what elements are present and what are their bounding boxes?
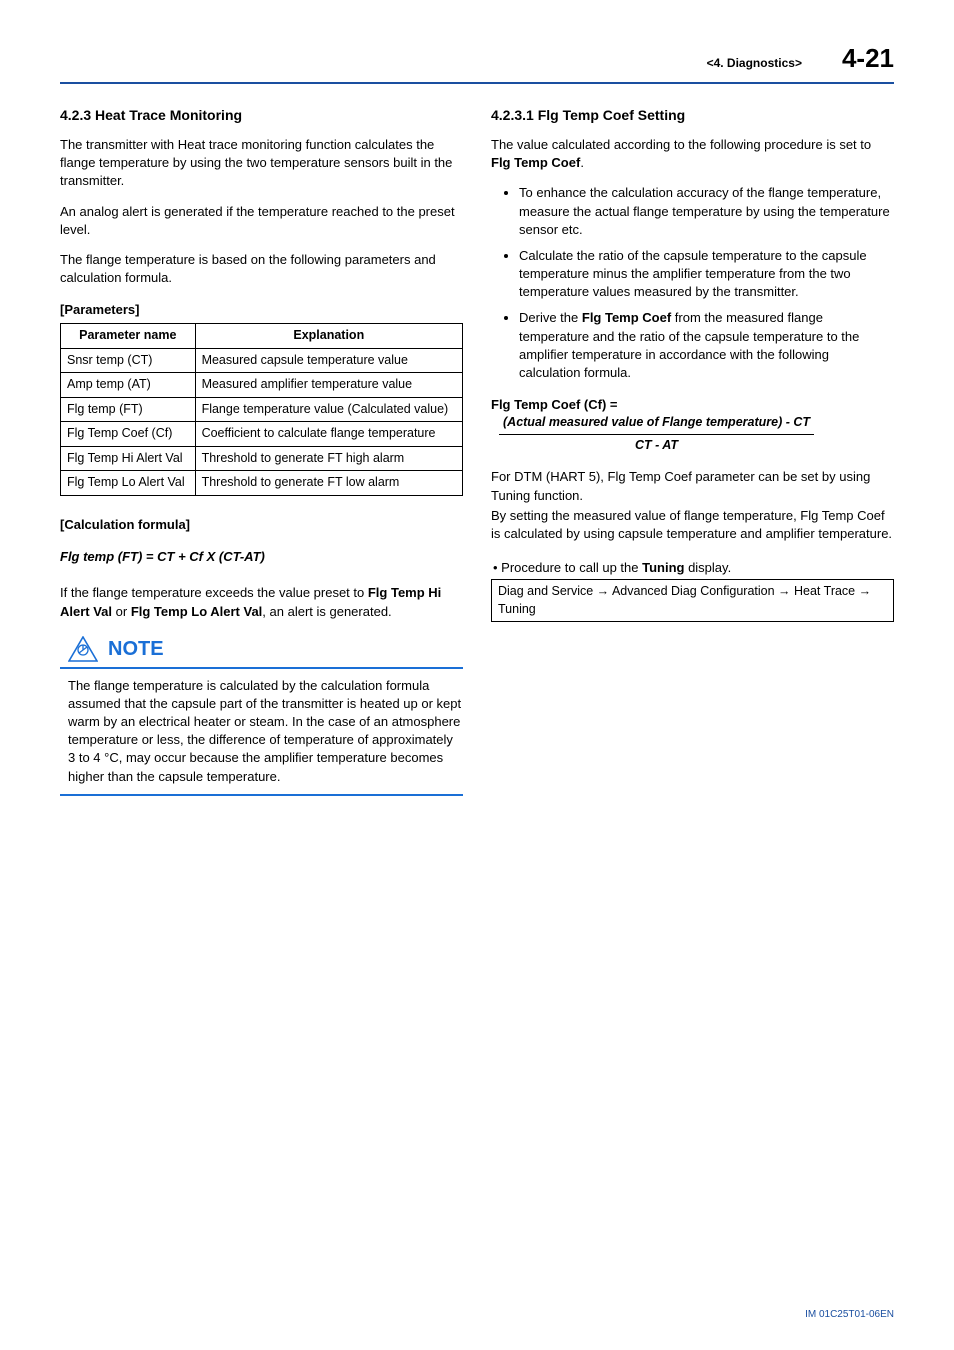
table-row: Amp temp (AT)Measured amplifier temperat… xyxy=(61,373,463,398)
warning-icon xyxy=(68,636,98,662)
right-para-1: The value calculated according to the fo… xyxy=(491,136,894,172)
header-rule xyxy=(60,82,894,84)
note-rule-bottom xyxy=(60,794,463,796)
bullet-list: To enhance the calculation accuracy of t… xyxy=(491,184,894,382)
table-row: Flg Temp Coef (Cf)Coefficient to calcula… xyxy=(61,422,463,447)
table-row: Flg temp (FT)Flange temperature value (C… xyxy=(61,397,463,422)
calc-formula-heading: [Calculation formula] xyxy=(60,516,463,534)
right-column: 4.2.3.1 Flg Temp Coef Setting The value … xyxy=(491,102,894,809)
table-row: Snsr temp (CT)Measured capsule temperatu… xyxy=(61,348,463,373)
note-body: The flange temperature is calculated by … xyxy=(60,677,463,792)
note-rule-top xyxy=(60,667,463,669)
coef-formula-block: Flg Temp Coef (Cf) = (Actual measured va… xyxy=(491,396,894,454)
list-item: Derive the Flg Temp Coef from the measur… xyxy=(519,309,894,382)
coef-label: Flg Temp Coef (Cf) = xyxy=(491,396,894,414)
heading-4-2-3: 4.2.3 Heat Trace Monitoring xyxy=(60,106,463,126)
calc-formula: Flg temp (FT) = CT + Cf X (CT-AT) xyxy=(60,548,463,566)
right-para-3: By setting the measured value of flange … xyxy=(491,507,894,543)
parameters-heading: [Parameters] xyxy=(60,301,463,319)
list-item: To enhance the calculation accuracy of t… xyxy=(519,184,894,239)
left-para-4: If the flange temperature exceeds the va… xyxy=(60,584,463,620)
coef-fraction: (Actual measured value of Flange tempera… xyxy=(491,414,814,454)
procedure-label: Procedure to call up the Tuning display. xyxy=(491,559,894,577)
header-page-number: 4-21 xyxy=(842,40,894,76)
note-block: NOTE The flange temperature is calculate… xyxy=(60,635,463,796)
note-title: NOTE xyxy=(108,635,164,663)
table-row: Flg Temp Lo Alert ValThreshold to genera… xyxy=(61,471,463,496)
right-para-2: For DTM (HART 5), Flg Temp Coef paramete… xyxy=(491,468,894,504)
procedure-path-box: Diag and Service → Advanced Diag Configu… xyxy=(491,579,894,622)
heading-4-2-3-1: 4.2.3.1 Flg Temp Coef Setting xyxy=(491,106,894,126)
left-para-3: The flange temperature is based on the f… xyxy=(60,251,463,287)
parameters-table: Parameter name Explanation Snsr temp (CT… xyxy=(60,323,463,496)
table-header-name: Parameter name xyxy=(61,324,196,349)
left-para-1: The transmitter with Heat trace monitori… xyxy=(60,136,463,191)
table-row: Flg Temp Hi Alert ValThreshold to genera… xyxy=(61,446,463,471)
footer-doc-id: IM 01C25T01-06EN xyxy=(805,1308,894,1322)
list-item: Calculate the ratio of the capsule tempe… xyxy=(519,247,894,302)
header-section: <4. Diagnostics> xyxy=(707,55,802,72)
coef-numerator: (Actual measured value of Flange tempera… xyxy=(499,414,814,435)
page-header: <4. Diagnostics> 4-21 xyxy=(60,40,894,82)
coef-denominator: CT - AT xyxy=(499,435,814,455)
left-para-2: An analog alert is generated if the temp… xyxy=(60,203,463,239)
left-column: 4.2.3 Heat Trace Monitoring The transmit… xyxy=(60,102,463,809)
table-header-explanation: Explanation xyxy=(195,324,462,349)
